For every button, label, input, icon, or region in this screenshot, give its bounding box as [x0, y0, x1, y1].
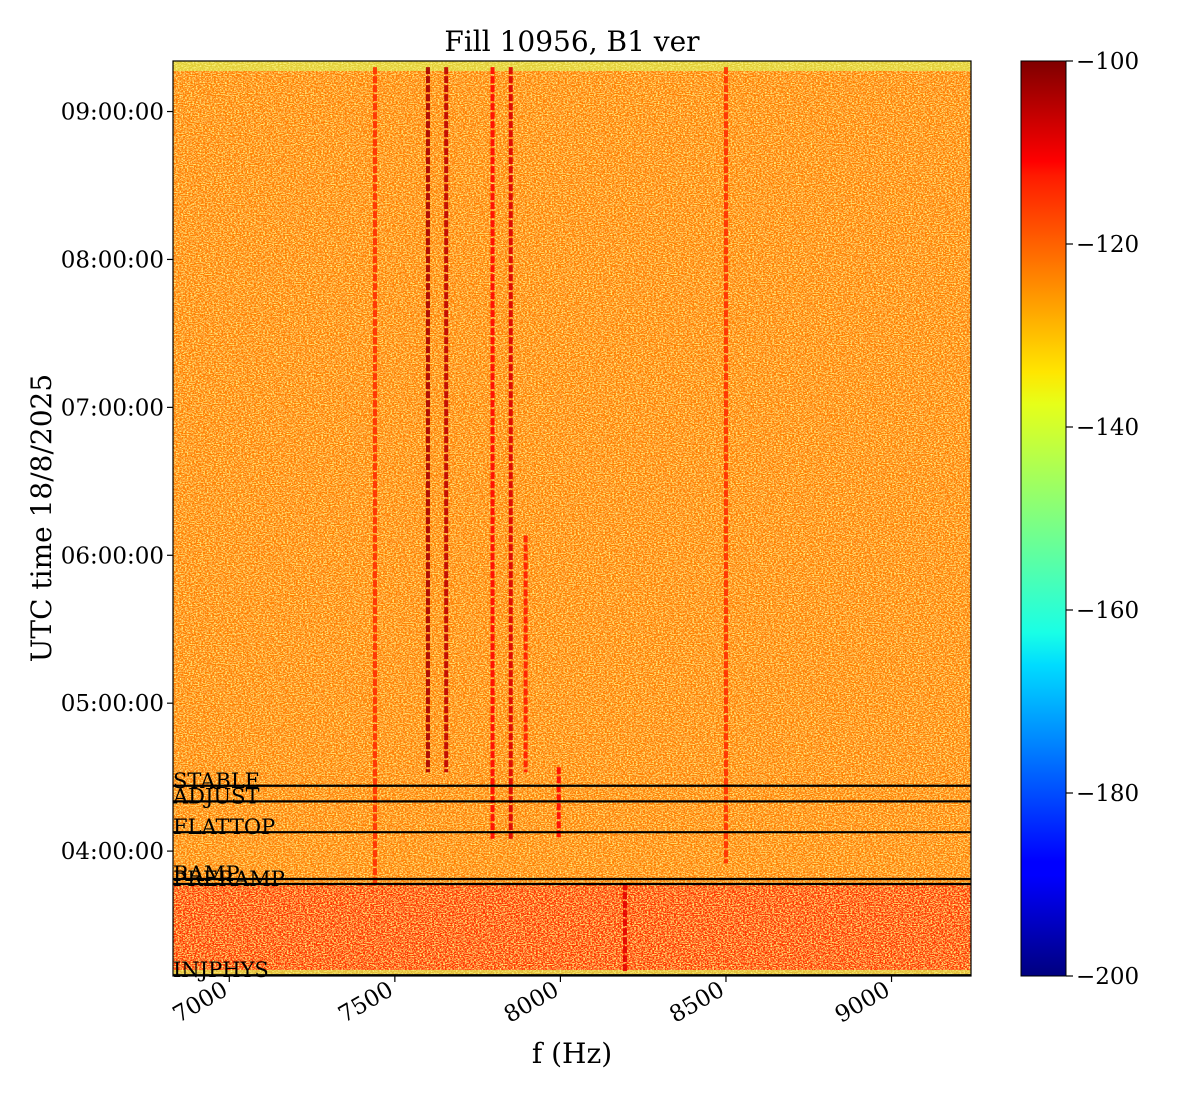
- colorbar: −200 −180 −160 −140 −120 −100: [1020, 49, 1139, 990]
- x-tick-label: 9000: [831, 977, 895, 1029]
- y-axis: 04:00:00 05:00:00 06:00:00 07:00:00 08:00:00…: [61, 100, 173, 865]
- y-tick-label: 04:00:00: [61, 839, 164, 865]
- colorbar-tick-label: −100: [1076, 49, 1139, 75]
- heatmap-edge-bottom: [173, 970, 971, 976]
- mode-label-preramp: PRERAMP: [173, 867, 285, 891]
- x-tick-label: 7000: [169, 977, 233, 1029]
- y-axis-label: UTC time 18/8/2025: [25, 374, 58, 662]
- mode-label-flattop: FLATTOP: [173, 815, 275, 839]
- mode-label-ramp: RAMP: [173, 862, 240, 886]
- colorbar-tick-label: −200: [1076, 964, 1139, 990]
- heatmap-edge-top: [173, 61, 971, 71]
- mode-label-stable: STABLE: [173, 769, 260, 793]
- heatmap-lower-band: [173, 883, 971, 976]
- x-tick-label: 7500: [334, 977, 398, 1029]
- y-tick-label: 09:00:00: [61, 100, 164, 126]
- mode-label-injphys: INJPHYS: [173, 958, 269, 982]
- x-tick-label: 8000: [500, 977, 564, 1029]
- colorbar-tick-label: −120: [1076, 232, 1139, 258]
- plot-area: [173, 61, 971, 976]
- y-tick-label: 05:00:00: [61, 691, 164, 717]
- heatmap-background: [173, 61, 971, 976]
- colorbar-tick-label: −160: [1076, 598, 1139, 624]
- y-tick-label: 07:00:00: [61, 395, 164, 421]
- y-tick-label: 06:00:00: [61, 543, 164, 569]
- x-tick-label: 8500: [665, 977, 729, 1029]
- y-tick-label: 08:00:00: [61, 247, 164, 273]
- chart-title: Fill 10956, B1 ver: [444, 25, 700, 58]
- mode-label-adjust: ADJUST: [172, 784, 260, 808]
- colorbar-tick-label: −140: [1076, 415, 1139, 441]
- x-axis-label: f (Hz): [532, 1037, 612, 1070]
- x-axis: 7000 7500 8000 8500 9000: [169, 976, 895, 1028]
- colorbar-gradient: [1020, 60, 1067, 977]
- colorbar-tick-label: −180: [1076, 781, 1139, 807]
